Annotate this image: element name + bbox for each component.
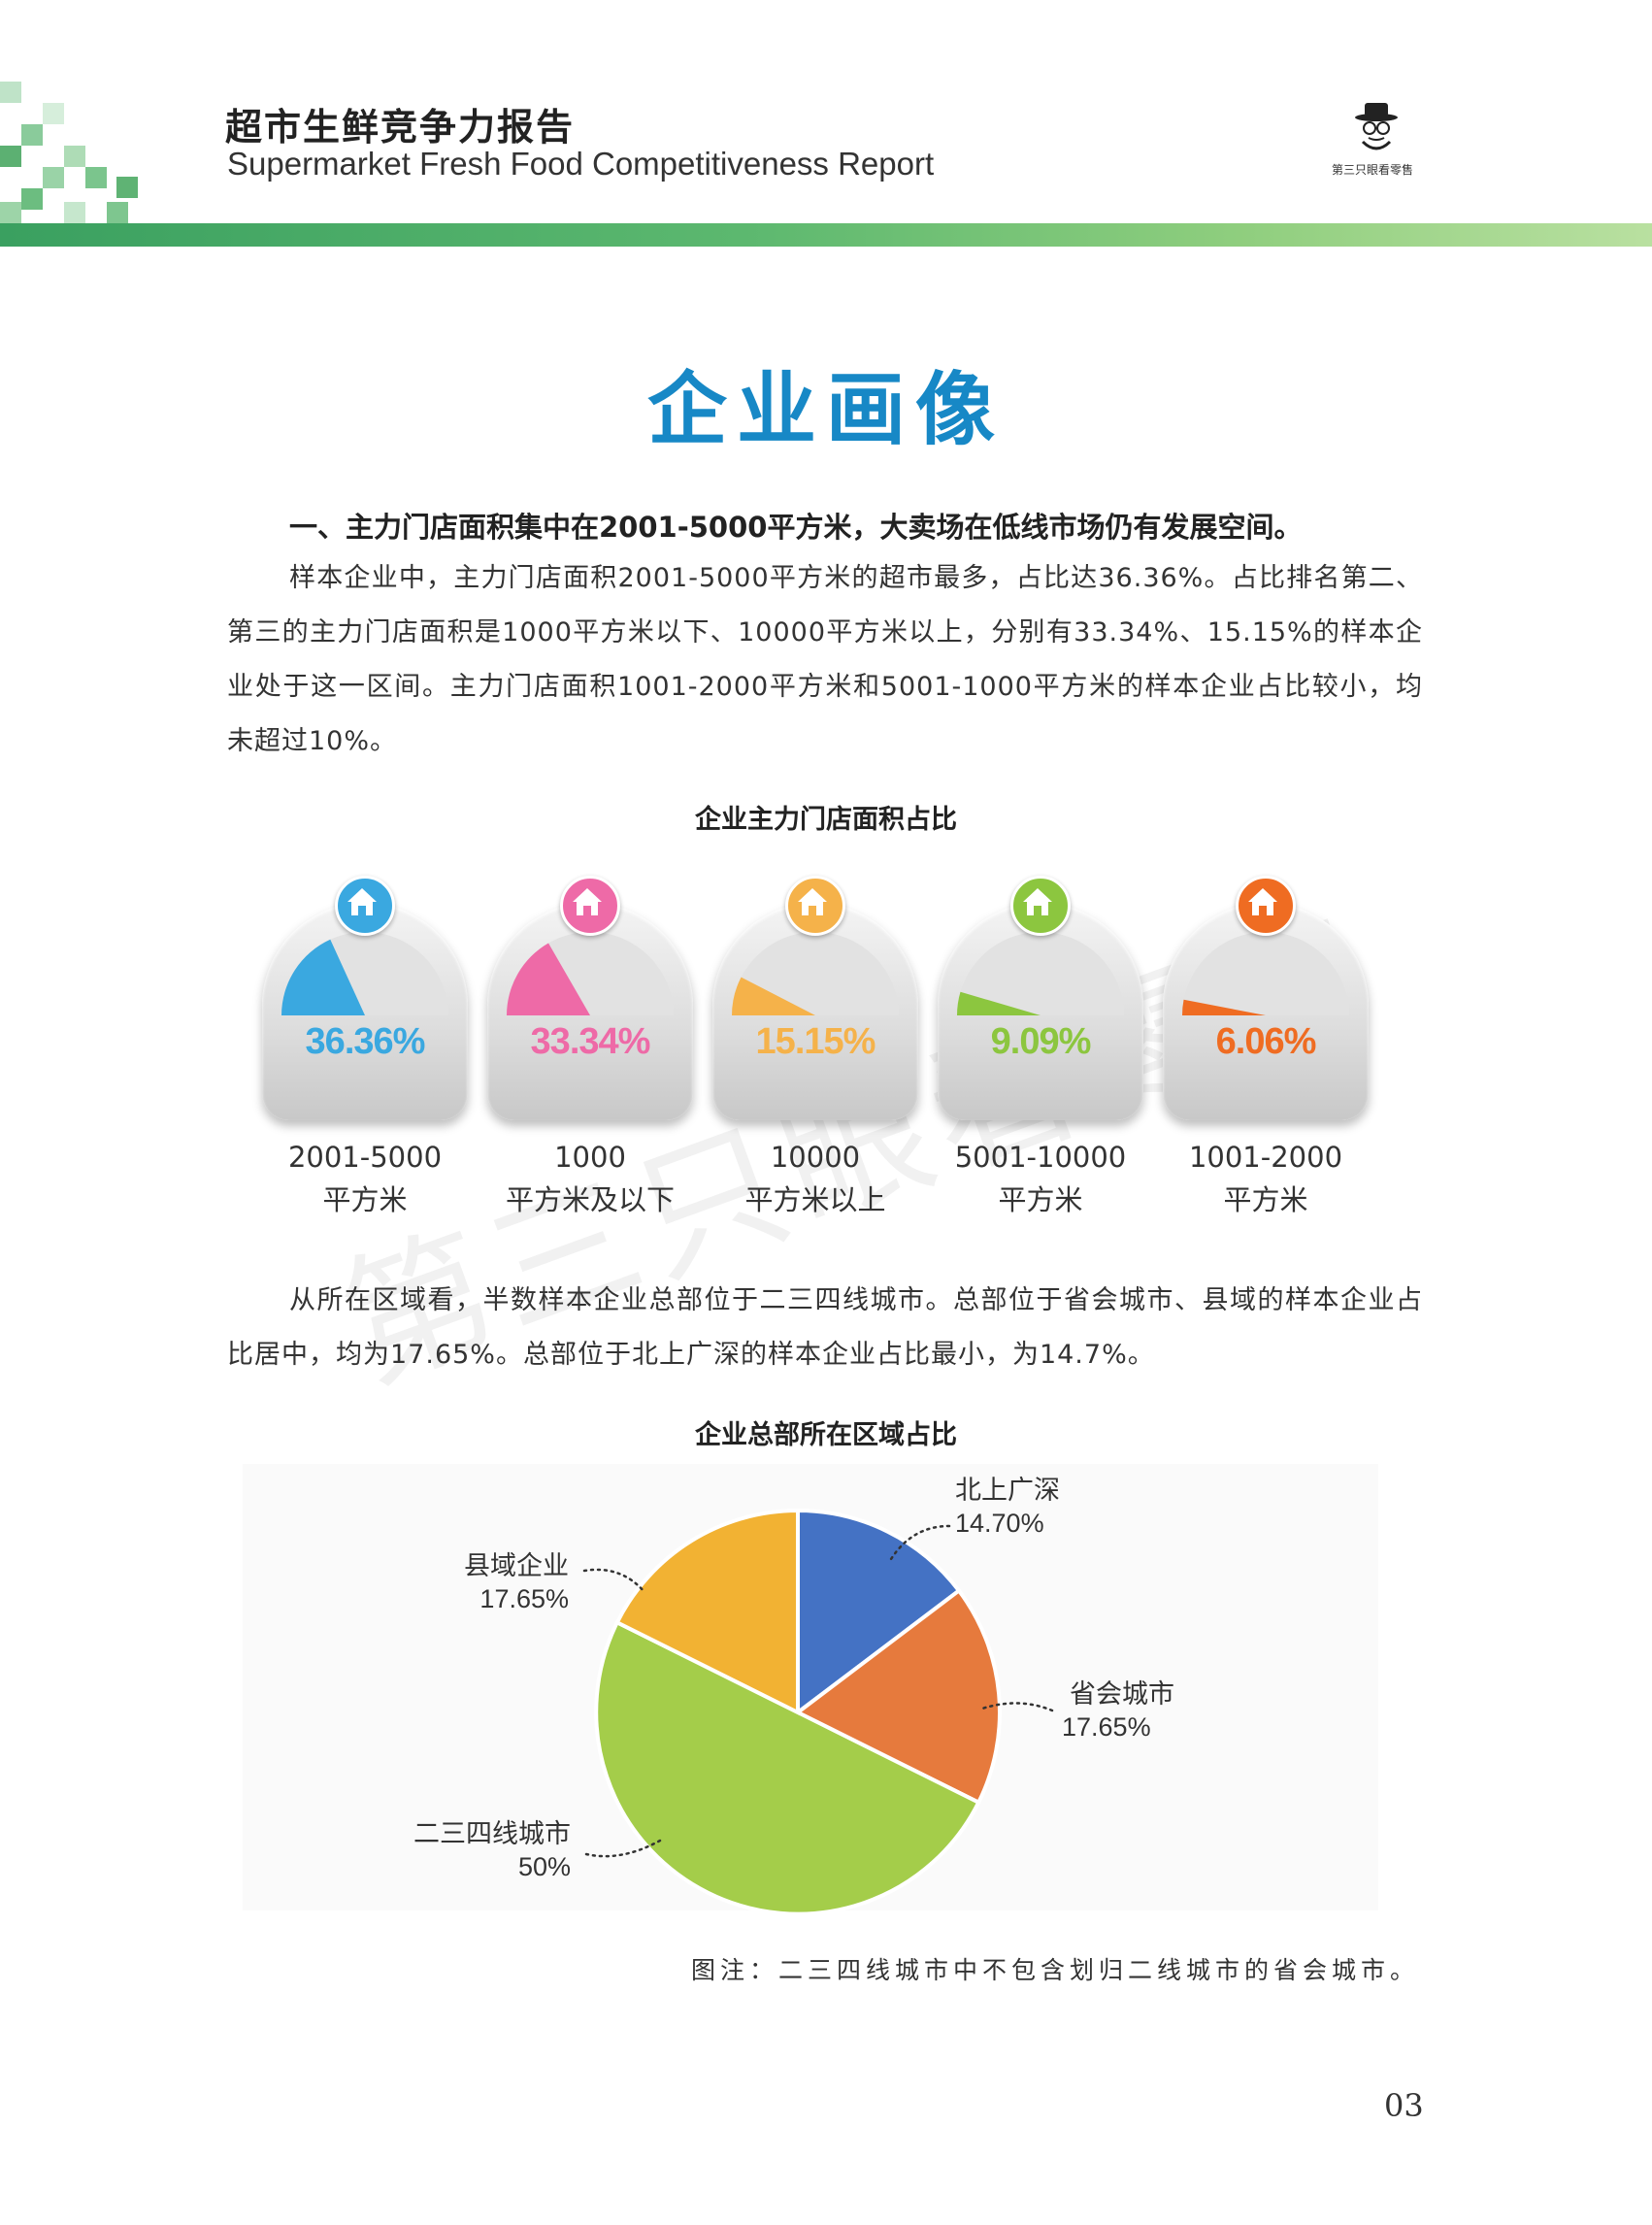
gauge-label-line2: 平方米及以下 <box>505 1183 675 1216</box>
pie-label-name: 北上广深 <box>955 1476 1060 1505</box>
gauge-label: 1000 平方米及以下 <box>479 1136 702 1221</box>
gauge-sector-svg <box>281 932 448 1015</box>
pie-slice-xianyu <box>614 1508 800 1716</box>
gauge-value: 9.09% <box>990 1021 1092 1062</box>
pie-label-name: 省会城市 <box>1070 1679 1174 1709</box>
gauge-value: 6.06% <box>1215 1021 1317 1062</box>
gauge-item: 36.36% <box>262 876 468 1130</box>
gauge-sector <box>732 977 815 1015</box>
pie-label-shenghui: 省会城市 17.65% <box>1062 1677 1174 1743</box>
gauge-sector <box>1182 999 1266 1015</box>
pie-label-ersansi: 二三四线城市 50% <box>396 1817 571 1883</box>
chart2-title: 企业总部所在区域占比 <box>695 1420 957 1450</box>
pie-leader-line <box>582 1568 646 1594</box>
pie-label-name: 二三四线城市 <box>413 1819 571 1848</box>
gauge-label-line1: 10000 <box>770 1141 861 1174</box>
pie-slice-shenghui <box>794 1587 1002 1806</box>
detective-hat-icon <box>1351 101 1402 159</box>
house-icon <box>335 876 395 936</box>
section-heading: 一、主力门店面积集中在2001-5000平方米，大卖场在低线市场仍有发展空间。 <box>289 511 1303 544</box>
house-icon <box>1010 876 1071 936</box>
logo-text: 第三只眼看零售 <box>1332 163 1414 177</box>
pie-label-value: 50% <box>517 1852 571 1881</box>
pie-leader-line <box>889 1524 951 1561</box>
gauge-value: 33.34% <box>530 1021 651 1062</box>
gauge-sector <box>281 939 365 1015</box>
gauge-sector-svg <box>957 932 1124 1015</box>
footnote: 图注：二三四线城市中不包含划归二线城市的省会城市。 <box>691 1956 1420 1984</box>
gauge-item: 6.06% <box>1163 876 1369 1130</box>
gauge-label-line2: 平方米以上 <box>744 1183 886 1216</box>
report-subtitle: Supermarket Fresh Food Competitiveness R… <box>227 146 935 182</box>
header-bar <box>0 223 1652 247</box>
gauge-label-line1: 2001-5000 <box>287 1141 443 1174</box>
gauge-sector-svg <box>732 932 899 1015</box>
pie-label-value: 14.70% <box>955 1509 1044 1538</box>
gauge-value: 36.36% <box>305 1021 426 1062</box>
gauge-item: 9.09% <box>938 876 1143 1130</box>
gauge-label: 5001-10000 平方米 <box>929 1136 1152 1221</box>
house-icon <box>785 876 845 936</box>
chart1-title: 企业主力门店面积占比 <box>695 805 957 835</box>
gauge-label-line1: 5001-10000 <box>954 1141 1127 1174</box>
gauge-label: 10000 平方米以上 <box>704 1136 927 1221</box>
house-icon <box>1236 876 1296 936</box>
gauge-item: 15.15% <box>712 876 918 1130</box>
page-title: 企业画像 <box>646 364 1005 456</box>
gauge-label-line2: 平方米 <box>322 1183 408 1216</box>
gauge-item: 33.34% <box>487 876 693 1130</box>
gauge-label: 2001-5000 平方米 <box>253 1136 477 1221</box>
pie-slice-ersansi <box>594 1619 981 1916</box>
gauge-sector <box>957 991 1041 1015</box>
report-title: 超市生鲜竞争力报告 <box>225 106 576 149</box>
gauge-label-line2: 平方米 <box>1223 1183 1308 1216</box>
pie-slice-beishangguangshen <box>796 1508 962 1717</box>
pie-label-value: 17.65% <box>1062 1712 1151 1742</box>
pie-leader-line <box>980 1702 1054 1712</box>
gauge-label-line1: 1000 <box>554 1141 626 1174</box>
section2-paragraph: 从所在区域看，半数样本企业总部位于二三四线城市。总部位于省会城市、县域的样本企业… <box>227 1285 1423 1370</box>
gauge-sector-svg <box>1182 932 1349 1015</box>
section1-paragraph: 样本企业中，主力门店面积2001-5000平方米的超市最多，占比达36.36%。… <box>227 563 1423 756</box>
pie-leader-line <box>584 1839 662 1858</box>
page-number: 03 <box>1384 2087 1424 2124</box>
pie-label-value: 17.65% <box>479 1584 569 1613</box>
gauge-label-line1: 1001-2000 <box>1188 1141 1343 1174</box>
gauge-label-line2: 平方米 <box>998 1183 1083 1216</box>
pie-label-name: 县域企业 <box>464 1551 569 1580</box>
gauge-sector-svg <box>507 932 674 1015</box>
pie-label-beishangguangshen: 北上广深 14.70% <box>955 1474 1060 1540</box>
house-icon <box>560 876 620 936</box>
gauge-value: 15.15% <box>755 1021 876 1062</box>
gauge-label: 1001-2000 平方米 <box>1154 1136 1377 1221</box>
gauge-sector <box>507 943 590 1015</box>
pie-label-xianyu: 县域企业 17.65% <box>445 1549 569 1615</box>
